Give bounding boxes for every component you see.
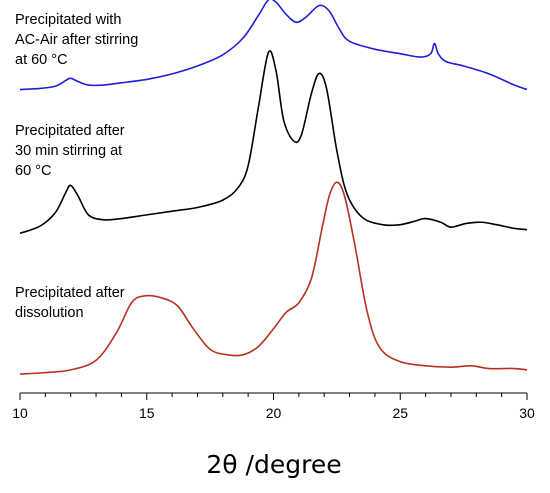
x-tick-label: 30 [519, 405, 535, 421]
series-label-line: Precipitated after [15, 123, 125, 139]
series-label-1: Precipitated with AC-Air after stirring at… [15, 12, 138, 68]
series-line-2 [19, 50, 528, 235]
x-ticks: 10 15 20 25 30 [12, 393, 535, 421]
series-label-line: AC-Air after stirring [15, 32, 138, 48]
x-axis-title: 2θ /degree [206, 450, 341, 479]
x-tick-label: 15 [139, 405, 155, 421]
series-label-line: 30 min stirring at [15, 143, 122, 159]
series-label-3: Precipitated after dissolution [15, 285, 125, 321]
x-tick-label: 10 [12, 405, 28, 421]
x-tick-label: 20 [266, 405, 282, 421]
series-label-line: Precipitated with [15, 12, 121, 28]
series-label-line: dissolution [15, 305, 84, 321]
series-label-line: Precipitated after [15, 285, 125, 301]
series-labels: Precipitated with AC-Air after stirring at… [15, 12, 138, 321]
series-label-line: at 60 °C [15, 52, 68, 68]
series-label-2: Precipitated after 30 min stirring at 60 °… [15, 123, 125, 179]
series-label-line: 60 °C [15, 163, 51, 179]
x-tick-label: 25 [392, 405, 408, 421]
series-line-3 [19, 181, 528, 375]
series-layer [19, 0, 528, 375]
series-line-1 [19, 0, 528, 91]
